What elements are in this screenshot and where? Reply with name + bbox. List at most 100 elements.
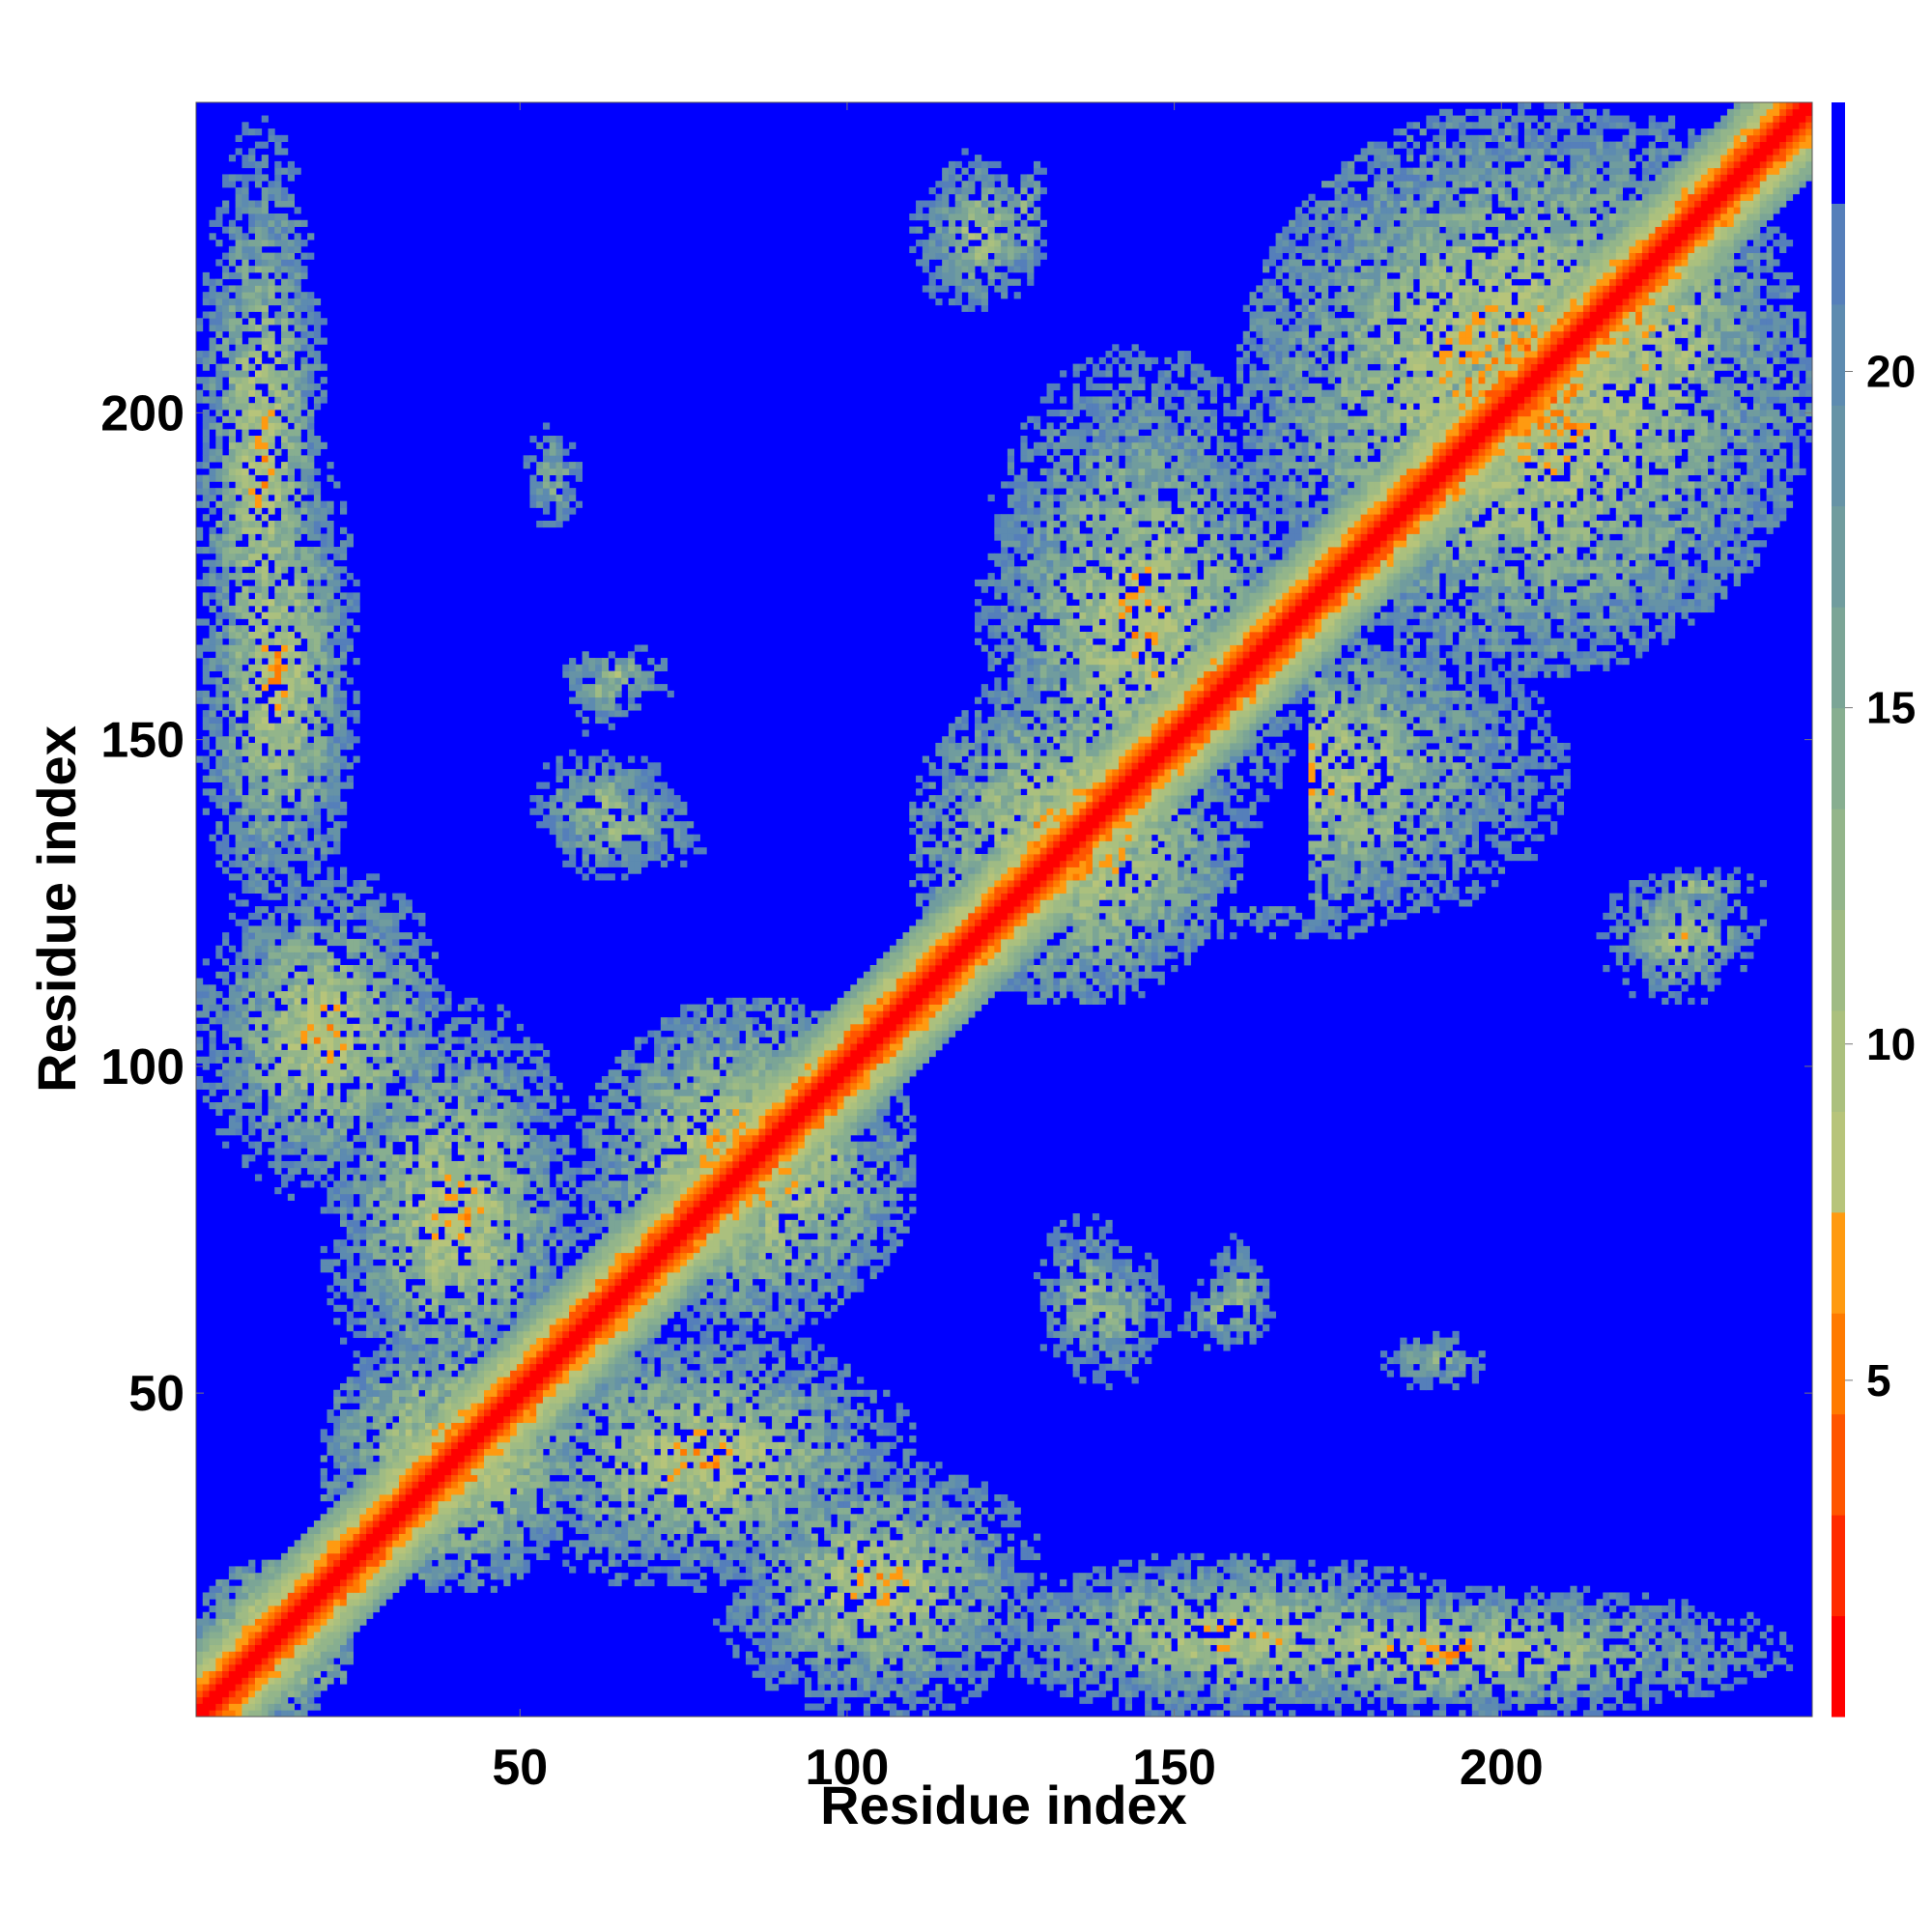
heatmap-cell [418, 1493, 426, 1502]
heatmap-cell [353, 886, 360, 894]
heatmap-cell [490, 1128, 497, 1136]
heatmap-cell [248, 703, 256, 711]
heatmap-cell [196, 481, 204, 489]
heatmap-cell [346, 1625, 354, 1633]
heatmap-cell [307, 997, 315, 1005]
heatmap-cell [268, 1102, 275, 1110]
heatmap-cell [235, 978, 242, 985]
heatmap-cell [215, 651, 223, 659]
heatmap-cell [490, 1030, 497, 1037]
heatmap-cell [300, 363, 308, 371]
heatmap-cell [353, 1592, 360, 1600]
heatmap-cell [294, 840, 301, 848]
heatmap-cell [248, 1625, 256, 1633]
heatmap-cell [392, 1043, 400, 1051]
heatmap-cell [327, 677, 334, 685]
heatmap-cell [281, 540, 289, 548]
heatmap-cell [346, 638, 354, 645]
heatmap-cell [261, 906, 269, 914]
heatmap-cell [294, 520, 301, 528]
heatmap-cell [248, 932, 256, 940]
heatmap-cell [333, 880, 341, 888]
heatmap-cell [470, 1089, 478, 1096]
heatmap-cell [268, 526, 275, 534]
heatmap-cell [254, 827, 263, 836]
heatmap-cell [235, 1102, 242, 1110]
heatmap-cell [300, 710, 308, 718]
heatmap-cell [379, 1448, 386, 1456]
heatmap-cell [222, 573, 230, 581]
heatmap-cell [300, 605, 308, 613]
heatmap-cell [431, 1063, 440, 1070]
heatmap-cell [398, 1226, 407, 1234]
heatmap-cell [418, 938, 426, 947]
heatmap-cell [327, 1507, 334, 1515]
heatmap-cell [327, 547, 334, 554]
heatmap-cell [228, 1076, 237, 1084]
heatmap-cell [438, 1318, 445, 1325]
heatmap-cell [228, 311, 237, 319]
heatmap-cell [294, 1102, 301, 1110]
heatmap-cell [281, 808, 289, 815]
heatmap-cell [215, 219, 223, 227]
heatmap-cell [300, 1122, 308, 1129]
heatmap-cell [300, 1030, 308, 1037]
heatmap-cell [287, 690, 295, 698]
heatmap-cell [261, 1651, 269, 1659]
heatmap-cell [209, 559, 216, 567]
heatmap-cell [353, 1265, 360, 1273]
heatmap-cell [287, 1625, 295, 1633]
heatmap-cell [320, 1481, 327, 1489]
heatmap-cell [307, 304, 315, 312]
heatmap-cell [366, 1193, 374, 1201]
heatmap-cell [366, 1507, 374, 1515]
heatmap-cell [431, 1239, 440, 1247]
heatmap-cell [444, 1462, 452, 1469]
heatmap-cell [242, 292, 249, 299]
heatmap-cell [235, 455, 242, 463]
heatmap-cell [490, 1533, 497, 1541]
heatmap-cell [490, 1207, 497, 1214]
heatmap-cell [444, 1233, 452, 1240]
heatmap-cell [333, 1441, 341, 1450]
heatmap-cell [320, 945, 327, 952]
heatmap-cell [235, 1128, 242, 1136]
heatmap-cell [281, 592, 289, 600]
heatmap-cell [248, 207, 256, 214]
heatmap-cell [281, 1017, 289, 1025]
heatmap-cell [268, 298, 275, 306]
heatmap-cell [248, 377, 256, 384]
heatmap-cell [307, 1566, 315, 1574]
heatmap-cell [392, 1154, 400, 1162]
heatmap-cell [281, 219, 289, 227]
heatmap-cell [379, 1226, 386, 1234]
heatmap-cell [425, 1435, 433, 1443]
heatmap-cell [248, 174, 256, 182]
heatmap-cell [254, 1174, 263, 1181]
heatmap-cell [320, 723, 327, 730]
heatmap-cell [235, 788, 242, 796]
heatmap-cell [242, 526, 249, 534]
heatmap-cell [484, 1292, 492, 1299]
heatmap-cell [300, 240, 308, 247]
heatmap-cell [444, 1488, 452, 1495]
heatmap-cell [366, 1102, 374, 1110]
heatmap-cell [398, 1540, 407, 1548]
heatmap-cell [287, 219, 295, 227]
heatmap-cell [254, 1618, 263, 1626]
heatmap-cell [196, 474, 204, 482]
heatmap-cell [444, 1037, 452, 1044]
heatmap-cell [281, 1089, 289, 1096]
heatmap-cell [438, 1526, 445, 1534]
heatmap-cell [477, 1474, 485, 1482]
heatmap-cell [431, 1056, 440, 1064]
heatmap-cell [196, 1037, 204, 1044]
heatmap-cell [372, 1023, 381, 1032]
heatmap-cell [235, 559, 242, 567]
heatmap-cell [215, 311, 223, 319]
heatmap-cell [281, 298, 289, 306]
heatmap-cell [497, 1363, 504, 1371]
heatmap-cell [327, 873, 334, 881]
heatmap-cell [477, 1363, 485, 1371]
heatmap-cell [274, 1684, 282, 1691]
